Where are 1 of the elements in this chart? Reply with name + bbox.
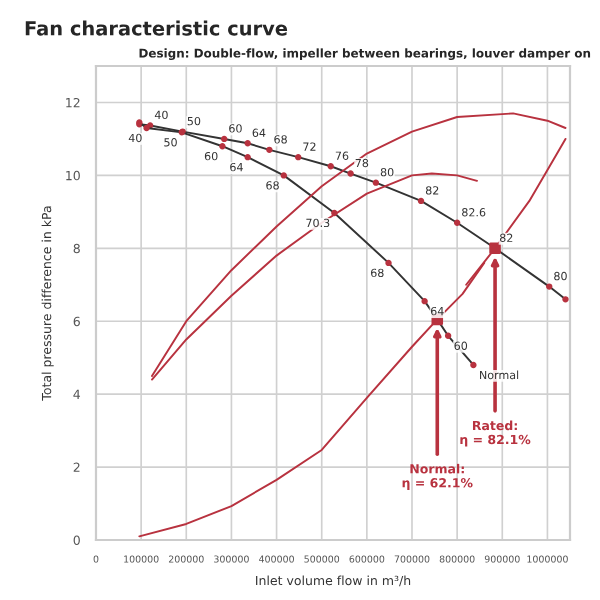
chart-title: Fan characteristic curve: [25, 20, 288, 36]
